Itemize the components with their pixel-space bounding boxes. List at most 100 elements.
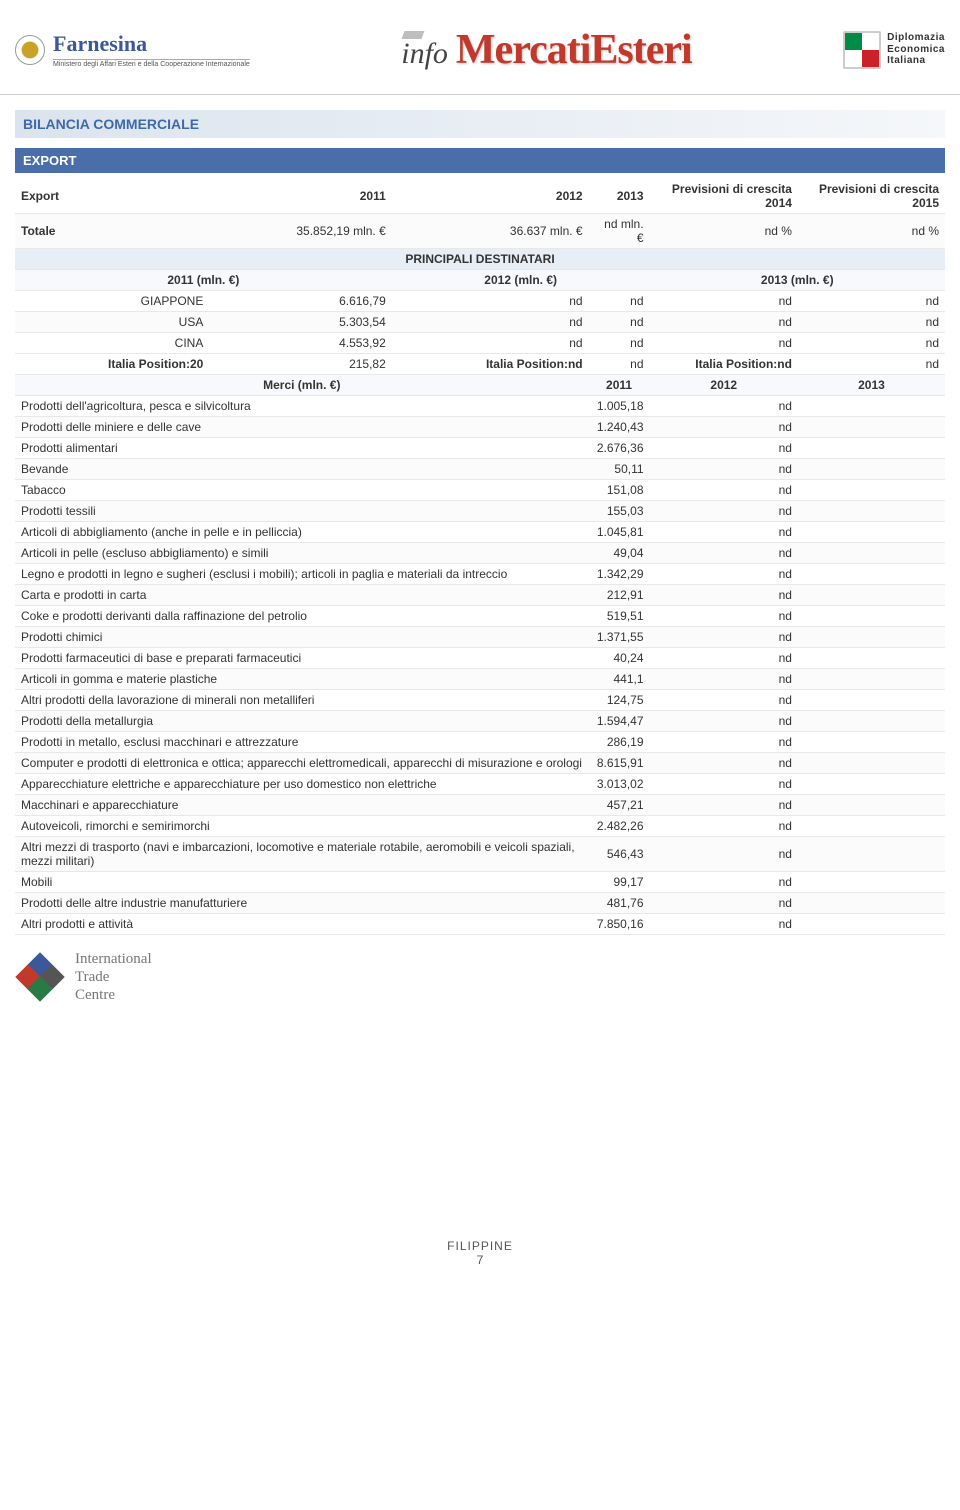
- farnesina-logo: Farnesina Ministero degli Affari Esteri …: [15, 31, 250, 68]
- merci-v12: nd: [650, 648, 798, 669]
- merci-row: Macchinari e apparecchiature457,21nd: [15, 795, 945, 816]
- merci-v11: 7.850,16: [589, 914, 650, 935]
- merci-v12: nd: [650, 753, 798, 774]
- merci-name: Apparecchiature elettriche e apparecchia…: [15, 774, 589, 795]
- col-prev-2015: Previsioni di crescita 2015: [798, 179, 945, 214]
- dest-p12: nd: [392, 333, 589, 354]
- farnesina-text-block: Farnesina Ministero degli Affari Esteri …: [53, 31, 250, 68]
- mercati-text: MercatiEsteri: [456, 26, 692, 74]
- merci-v13: [798, 795, 945, 816]
- merci-row: Altri prodotti e attività7.850,16nd: [15, 914, 945, 935]
- merci-2012: 2012: [650, 375, 798, 396]
- merci-row: Articoli di abbigliamento (anche in pell…: [15, 522, 945, 543]
- merci-name: Prodotti chimici: [15, 627, 589, 648]
- dest-row: GIAPPONE6.616,79ndndndnd: [15, 291, 945, 312]
- merci-v13: [798, 438, 945, 459]
- merci-v12: nd: [650, 543, 798, 564]
- italia-position-row: Italia Position:20 215,82 Italia Positio…: [15, 354, 945, 375]
- page-footer: FILIPPINE 7: [0, 1239, 960, 1277]
- merci-row: Autoveicoli, rimorchi e semirimorchi2.48…: [15, 816, 945, 837]
- merci-row: Carta e prodotti in carta212,91nd: [15, 585, 945, 606]
- merci-2013: 2013: [798, 375, 945, 396]
- merci-row: Tabacco151,08nd: [15, 480, 945, 501]
- merci-v12: nd: [650, 816, 798, 837]
- merci-v13: [798, 669, 945, 690]
- merci-v11: 40,24: [589, 648, 650, 669]
- merci-v12: nd: [650, 837, 798, 872]
- footer-page-number: 7: [0, 1253, 960, 1267]
- col-prev-2014: Previsioni di crescita 2014: [650, 179, 798, 214]
- merci-v12: nd: [650, 438, 798, 459]
- dest-p12: nd: [392, 312, 589, 333]
- merci-name: Prodotti alimentari: [15, 438, 589, 459]
- dest-col-2011: 2011 (mln. €): [15, 270, 392, 291]
- info-prefix: info: [401, 37, 448, 71]
- merci-name: Articoli in gomma e materie plastiche: [15, 669, 589, 690]
- dest-row: CINA4.553,92ndndndnd: [15, 333, 945, 354]
- merci-row: Computer e prodotti di elettronica e ott…: [15, 753, 945, 774]
- dest-v12: nd: [589, 312, 650, 333]
- footer-country: FILIPPINE: [0, 1239, 960, 1253]
- merci-v11: 50,11: [589, 459, 650, 480]
- merci-v13: [798, 480, 945, 501]
- merci-v13: [798, 417, 945, 438]
- merci-v11: 212,91: [589, 585, 650, 606]
- merci-v12: nd: [650, 480, 798, 501]
- merci-name: Carta e prodotti in carta: [15, 585, 589, 606]
- merci-name: Prodotti farmaceutici di base e preparat…: [15, 648, 589, 669]
- merci-row: Prodotti tessili155,03nd: [15, 501, 945, 522]
- farnesina-subtitle: Ministero degli Affari Esteri e della Co…: [53, 59, 250, 68]
- cell-totale-2013: nd mln. €: [589, 214, 650, 249]
- merci-v11: 2.482,26: [589, 816, 650, 837]
- merci-v13: [798, 501, 945, 522]
- merci-v12: nd: [650, 795, 798, 816]
- merci-v12: nd: [650, 417, 798, 438]
- merci-row: Prodotti delle altre industrie manufattu…: [15, 893, 945, 914]
- merci-row: Mobili99,17nd: [15, 872, 945, 893]
- dest-col-2013: 2013 (mln. €): [650, 270, 945, 291]
- merci-row: Legno e prodotti in legno e sugheri (esc…: [15, 564, 945, 585]
- merci-v13: [798, 732, 945, 753]
- merci-2011: 2011: [589, 375, 650, 396]
- dest-name: CINA: [15, 333, 209, 354]
- merci-v12: nd: [650, 501, 798, 522]
- italia-val-2012: nd: [589, 354, 650, 375]
- italia-pos-2011: Italia Position:20: [15, 354, 209, 375]
- merci-v13: [798, 606, 945, 627]
- merci-v11: 1.594,47: [589, 711, 650, 732]
- merci-v12: nd: [650, 564, 798, 585]
- merci-v13: [798, 872, 945, 893]
- merci-row: Altri prodotti della lavorazione di mine…: [15, 690, 945, 711]
- merci-v11: 1.371,55: [589, 627, 650, 648]
- merci-name: Prodotti delle miniere e delle cave: [15, 417, 589, 438]
- merci-row: Prodotti farmaceutici di base e preparat…: [15, 648, 945, 669]
- merci-v12: nd: [650, 893, 798, 914]
- merci-name: Altri mezzi di trasporto (navi e imbarca…: [15, 837, 589, 872]
- merci-v13: [798, 816, 945, 837]
- dest-v13: nd: [798, 333, 945, 354]
- merci-row: Apparecchiature elettriche e apparecchia…: [15, 774, 945, 795]
- col-2011: 2011: [209, 179, 391, 214]
- merci-name: Prodotti tessili: [15, 501, 589, 522]
- merci-v12: nd: [650, 669, 798, 690]
- merci-v13: [798, 774, 945, 795]
- itc-line-3: Centre: [75, 986, 152, 1004]
- dei-line-2: Economica: [887, 44, 945, 56]
- merci-row: Prodotti in metallo, esclusi macchinari …: [15, 732, 945, 753]
- merci-row: Bevande50,11nd: [15, 459, 945, 480]
- dest-row: USA5.303,54ndndndnd: [15, 312, 945, 333]
- merci-v13: [798, 459, 945, 480]
- merci-v13: [798, 753, 945, 774]
- merci-row: Prodotti alimentari2.676,36nd: [15, 438, 945, 459]
- merci-v12: nd: [650, 396, 798, 417]
- farnesina-name: Farnesina: [53, 31, 250, 57]
- merci-v13: [798, 648, 945, 669]
- merci-v13: [798, 690, 945, 711]
- merci-row: Prodotti della metallurgia1.594,47nd: [15, 711, 945, 732]
- itc-logo-icon: [15, 952, 65, 1002]
- italia-pos-2013: Italia Position:nd: [650, 354, 798, 375]
- merci-row: Prodotti delle miniere e delle cave1.240…: [15, 417, 945, 438]
- col-export: Export: [15, 179, 209, 214]
- merci-v12: nd: [650, 585, 798, 606]
- dei-line-3: Italiana: [887, 55, 945, 67]
